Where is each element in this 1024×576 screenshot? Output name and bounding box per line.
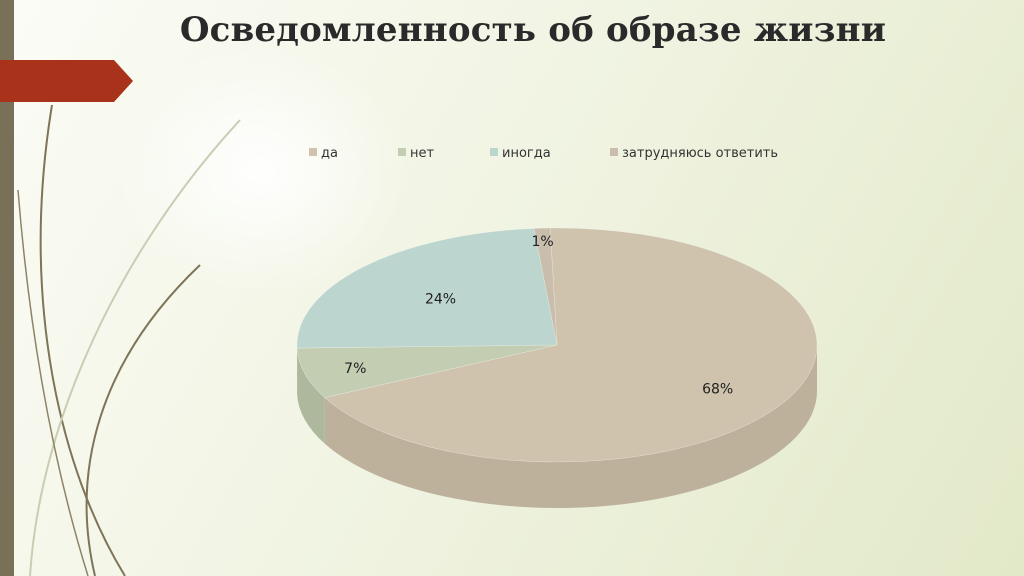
decor-curve-3 [29,119,241,576]
decorative-curves [17,104,241,576]
background-glow [110,40,410,300]
pie-side-да [324,345,817,509]
pie-slice-нет [296,344,558,398]
pie-top [296,227,818,463]
pie-data-labels: 68% 7% 24% 1% [344,234,733,397]
decor-curve-4 [17,189,89,576]
pie-slice-затрудняюсь-ответить [533,227,558,346]
data-label-затрудняюсь-ответить: 1% [532,234,554,250]
left-accent-bar [0,0,14,576]
pie-slice-да [324,227,818,463]
legend-label-затрудняюсь-ответить: затрудняюсь ответить [622,146,778,161]
legend-label-да: да [321,146,338,161]
data-label-иногда: 24% [425,291,456,307]
data-label-да: 68% [702,381,733,397]
pie-side-нет [297,348,325,444]
legend-swatch-затрудняюсь-ответить [610,148,618,156]
legend-label-нет: нет [410,146,434,161]
chart-legend: да нет иногда затрудняюсь ответить [309,146,778,161]
red-arrow-tab [0,60,133,102]
slide-title: Осведомленность об образе жизни [179,10,887,50]
legend-swatch-иногда [490,148,498,156]
data-label-нет: 7% [344,361,366,377]
pie-sides [297,345,817,509]
pie-slice-иногда [296,228,558,349]
decor-curve-2 [85,264,201,576]
legend-label-иногда: иногда [502,146,551,161]
decor-curve-1 [39,104,126,576]
legend-swatch-да [309,148,317,156]
legend-swatch-нет [398,148,406,156]
